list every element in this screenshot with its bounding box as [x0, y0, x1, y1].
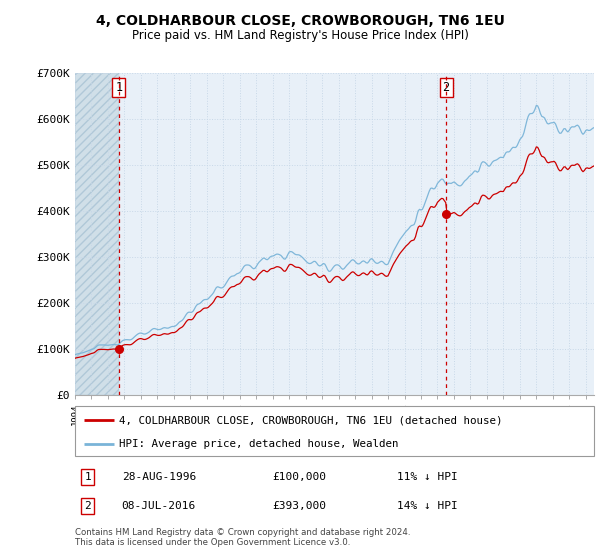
Text: 08-JUL-2016: 08-JUL-2016: [122, 501, 196, 511]
Text: HPI: Average price, detached house, Wealden: HPI: Average price, detached house, Weal…: [119, 439, 398, 449]
Text: 2: 2: [442, 81, 449, 94]
Text: 2: 2: [85, 501, 91, 511]
Text: £393,000: £393,000: [272, 501, 326, 511]
Text: 1: 1: [85, 472, 91, 482]
Text: 4, COLDHARBOUR CLOSE, CROWBOROUGH, TN6 1EU (detached house): 4, COLDHARBOUR CLOSE, CROWBOROUGH, TN6 1…: [119, 415, 503, 425]
Bar: [75, 73, 119, 395]
Text: 28-AUG-1996: 28-AUG-1996: [122, 472, 196, 482]
Text: 4, COLDHARBOUR CLOSE, CROWBOROUGH, TN6 1EU: 4, COLDHARBOUR CLOSE, CROWBOROUGH, TN6 1…: [95, 14, 505, 28]
Text: £100,000: £100,000: [272, 472, 326, 482]
Text: 11% ↓ HPI: 11% ↓ HPI: [397, 472, 458, 482]
Text: 1: 1: [115, 81, 122, 94]
FancyBboxPatch shape: [75, 406, 594, 456]
Text: Contains HM Land Registry data © Crown copyright and database right 2024.
This d: Contains HM Land Registry data © Crown c…: [75, 528, 410, 547]
Text: Price paid vs. HM Land Registry's House Price Index (HPI): Price paid vs. HM Land Registry's House …: [131, 29, 469, 42]
Text: 14% ↓ HPI: 14% ↓ HPI: [397, 501, 458, 511]
